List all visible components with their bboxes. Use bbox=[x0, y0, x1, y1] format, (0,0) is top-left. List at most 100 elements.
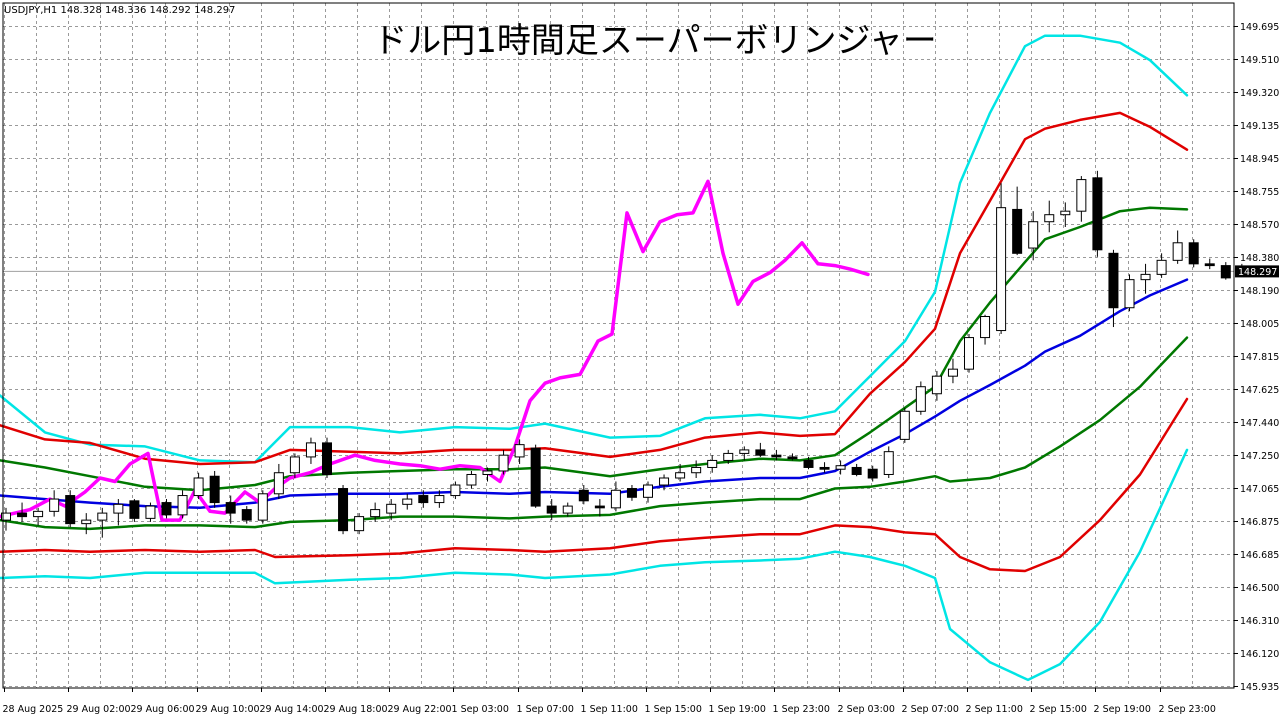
candle-up bbox=[289, 453, 300, 478]
x-tick-label: 29 Aug 06:00 bbox=[131, 704, 195, 715]
y-tick-label: 148.380 bbox=[1240, 253, 1279, 264]
time-axis: 28 Aug 2025 29 Aug 02:00 29 Aug 06:00 29 Au… bbox=[3, 688, 1216, 715]
candle-up bbox=[370, 502, 381, 522]
y-tick-label: 149.695 bbox=[1240, 22, 1279, 33]
candle-up bbox=[434, 490, 445, 508]
candle-body bbox=[546, 505, 557, 514]
candle-body bbox=[771, 454, 782, 458]
upper-1sigma-line bbox=[0, 206, 1189, 492]
candle-down bbox=[771, 449, 782, 461]
candle-body bbox=[803, 459, 814, 468]
candle-body bbox=[899, 410, 910, 440]
lower-3sigma-line bbox=[0, 448, 1189, 682]
candle-up bbox=[514, 439, 525, 464]
candle-body bbox=[562, 505, 573, 514]
current-price-tag-label: 148.297 bbox=[1238, 267, 1277, 278]
candle-up bbox=[1060, 202, 1071, 227]
symbol-info: USDJPY,H1 148.328 148.336 148.292 148.29… bbox=[4, 5, 235, 16]
candle-up bbox=[1076, 176, 1087, 222]
candle-body bbox=[466, 473, 477, 486]
candle-down bbox=[546, 499, 557, 521]
y-tick-label: 147.440 bbox=[1240, 418, 1279, 429]
candle-body bbox=[81, 519, 92, 525]
candle-up bbox=[980, 314, 991, 345]
candle-body bbox=[482, 470, 493, 475]
candle-body bbox=[851, 466, 862, 475]
candle-body bbox=[289, 456, 300, 474]
current-price-tag: 148.297 bbox=[1235, 265, 1279, 278]
candle-up bbox=[562, 502, 573, 517]
candle-down bbox=[322, 437, 332, 478]
candle-down bbox=[867, 465, 878, 482]
candle-up bbox=[691, 460, 702, 478]
candle-body bbox=[338, 488, 349, 532]
candle-body bbox=[514, 444, 525, 458]
candle-body bbox=[835, 465, 846, 470]
candle-up bbox=[49, 490, 60, 517]
mid-line bbox=[0, 278, 1189, 510]
candle-down bbox=[338, 485, 349, 535]
candle-body bbox=[209, 475, 220, 504]
x-tick-label: 1 Sep 19:00 bbox=[709, 704, 766, 715]
candle-body bbox=[225, 502, 236, 514]
candle-body bbox=[931, 375, 942, 395]
candle-down bbox=[578, 485, 589, 505]
candle-down bbox=[1012, 186, 1023, 256]
candle-body bbox=[354, 516, 365, 532]
candle-body bbox=[161, 502, 172, 516]
candle-body bbox=[17, 512, 28, 518]
candle-up bbox=[450, 481, 461, 500]
candle-body bbox=[675, 472, 686, 479]
candle-up bbox=[947, 358, 958, 384]
x-tick-label: 2 Sep 11:00 bbox=[966, 704, 1023, 715]
candle-body bbox=[867, 468, 878, 479]
candle-down bbox=[803, 456, 814, 470]
candle-up bbox=[915, 381, 926, 415]
candle-body bbox=[498, 454, 509, 472]
y-tick-label: 147.815 bbox=[1240, 352, 1279, 363]
candle-body bbox=[787, 456, 798, 460]
candle-body bbox=[193, 477, 204, 497]
candle-down bbox=[1220, 262, 1231, 280]
candle-up bbox=[1172, 230, 1183, 264]
y-tick-label: 148.945 bbox=[1240, 154, 1279, 165]
candle-up bbox=[498, 449, 509, 475]
candle-down bbox=[594, 499, 605, 517]
candle-body bbox=[1060, 210, 1071, 216]
x-tick-label: 29 Aug 14:00 bbox=[260, 704, 324, 715]
y-tick-label: 149.320 bbox=[1240, 88, 1279, 99]
candle-down bbox=[1204, 258, 1215, 270]
candle-body bbox=[1140, 273, 1151, 281]
candle-up bbox=[1, 507, 11, 531]
candle-body bbox=[594, 505, 605, 509]
candle-up bbox=[643, 481, 653, 503]
candle-up bbox=[964, 334, 974, 373]
candle-body bbox=[578, 489, 589, 502]
x-tick-label: 29 Aug 18:00 bbox=[324, 704, 388, 715]
candle-down bbox=[1092, 170, 1103, 257]
candle-up bbox=[1028, 211, 1039, 261]
candle-body bbox=[370, 509, 381, 518]
y-tick-label: 148.005 bbox=[1240, 319, 1279, 330]
y-tick-label: 147.065 bbox=[1240, 484, 1279, 495]
candle-body bbox=[1092, 177, 1103, 251]
candle-body bbox=[97, 512, 108, 521]
candle-body bbox=[610, 489, 621, 509]
candle-up bbox=[33, 507, 44, 526]
candle-down bbox=[161, 499, 172, 519]
candle-up bbox=[659, 474, 670, 491]
candle-body bbox=[1220, 265, 1231, 279]
candle-body bbox=[418, 495, 429, 504]
y-tick-label: 147.250 bbox=[1240, 451, 1279, 462]
candle-body bbox=[723, 452, 734, 461]
y-tick-label: 146.685 bbox=[1240, 550, 1279, 561]
candle-up bbox=[402, 493, 413, 510]
candle-body bbox=[450, 484, 461, 497]
upper-2sigma-line bbox=[0, 111, 1189, 466]
candle-body bbox=[1156, 259, 1167, 275]
candle-body bbox=[129, 500, 140, 519]
candle-body bbox=[1188, 242, 1199, 265]
x-tick-label: 1 Sep 23:00 bbox=[773, 704, 830, 715]
candle-up bbox=[931, 370, 942, 401]
candle-up bbox=[723, 449, 734, 464]
